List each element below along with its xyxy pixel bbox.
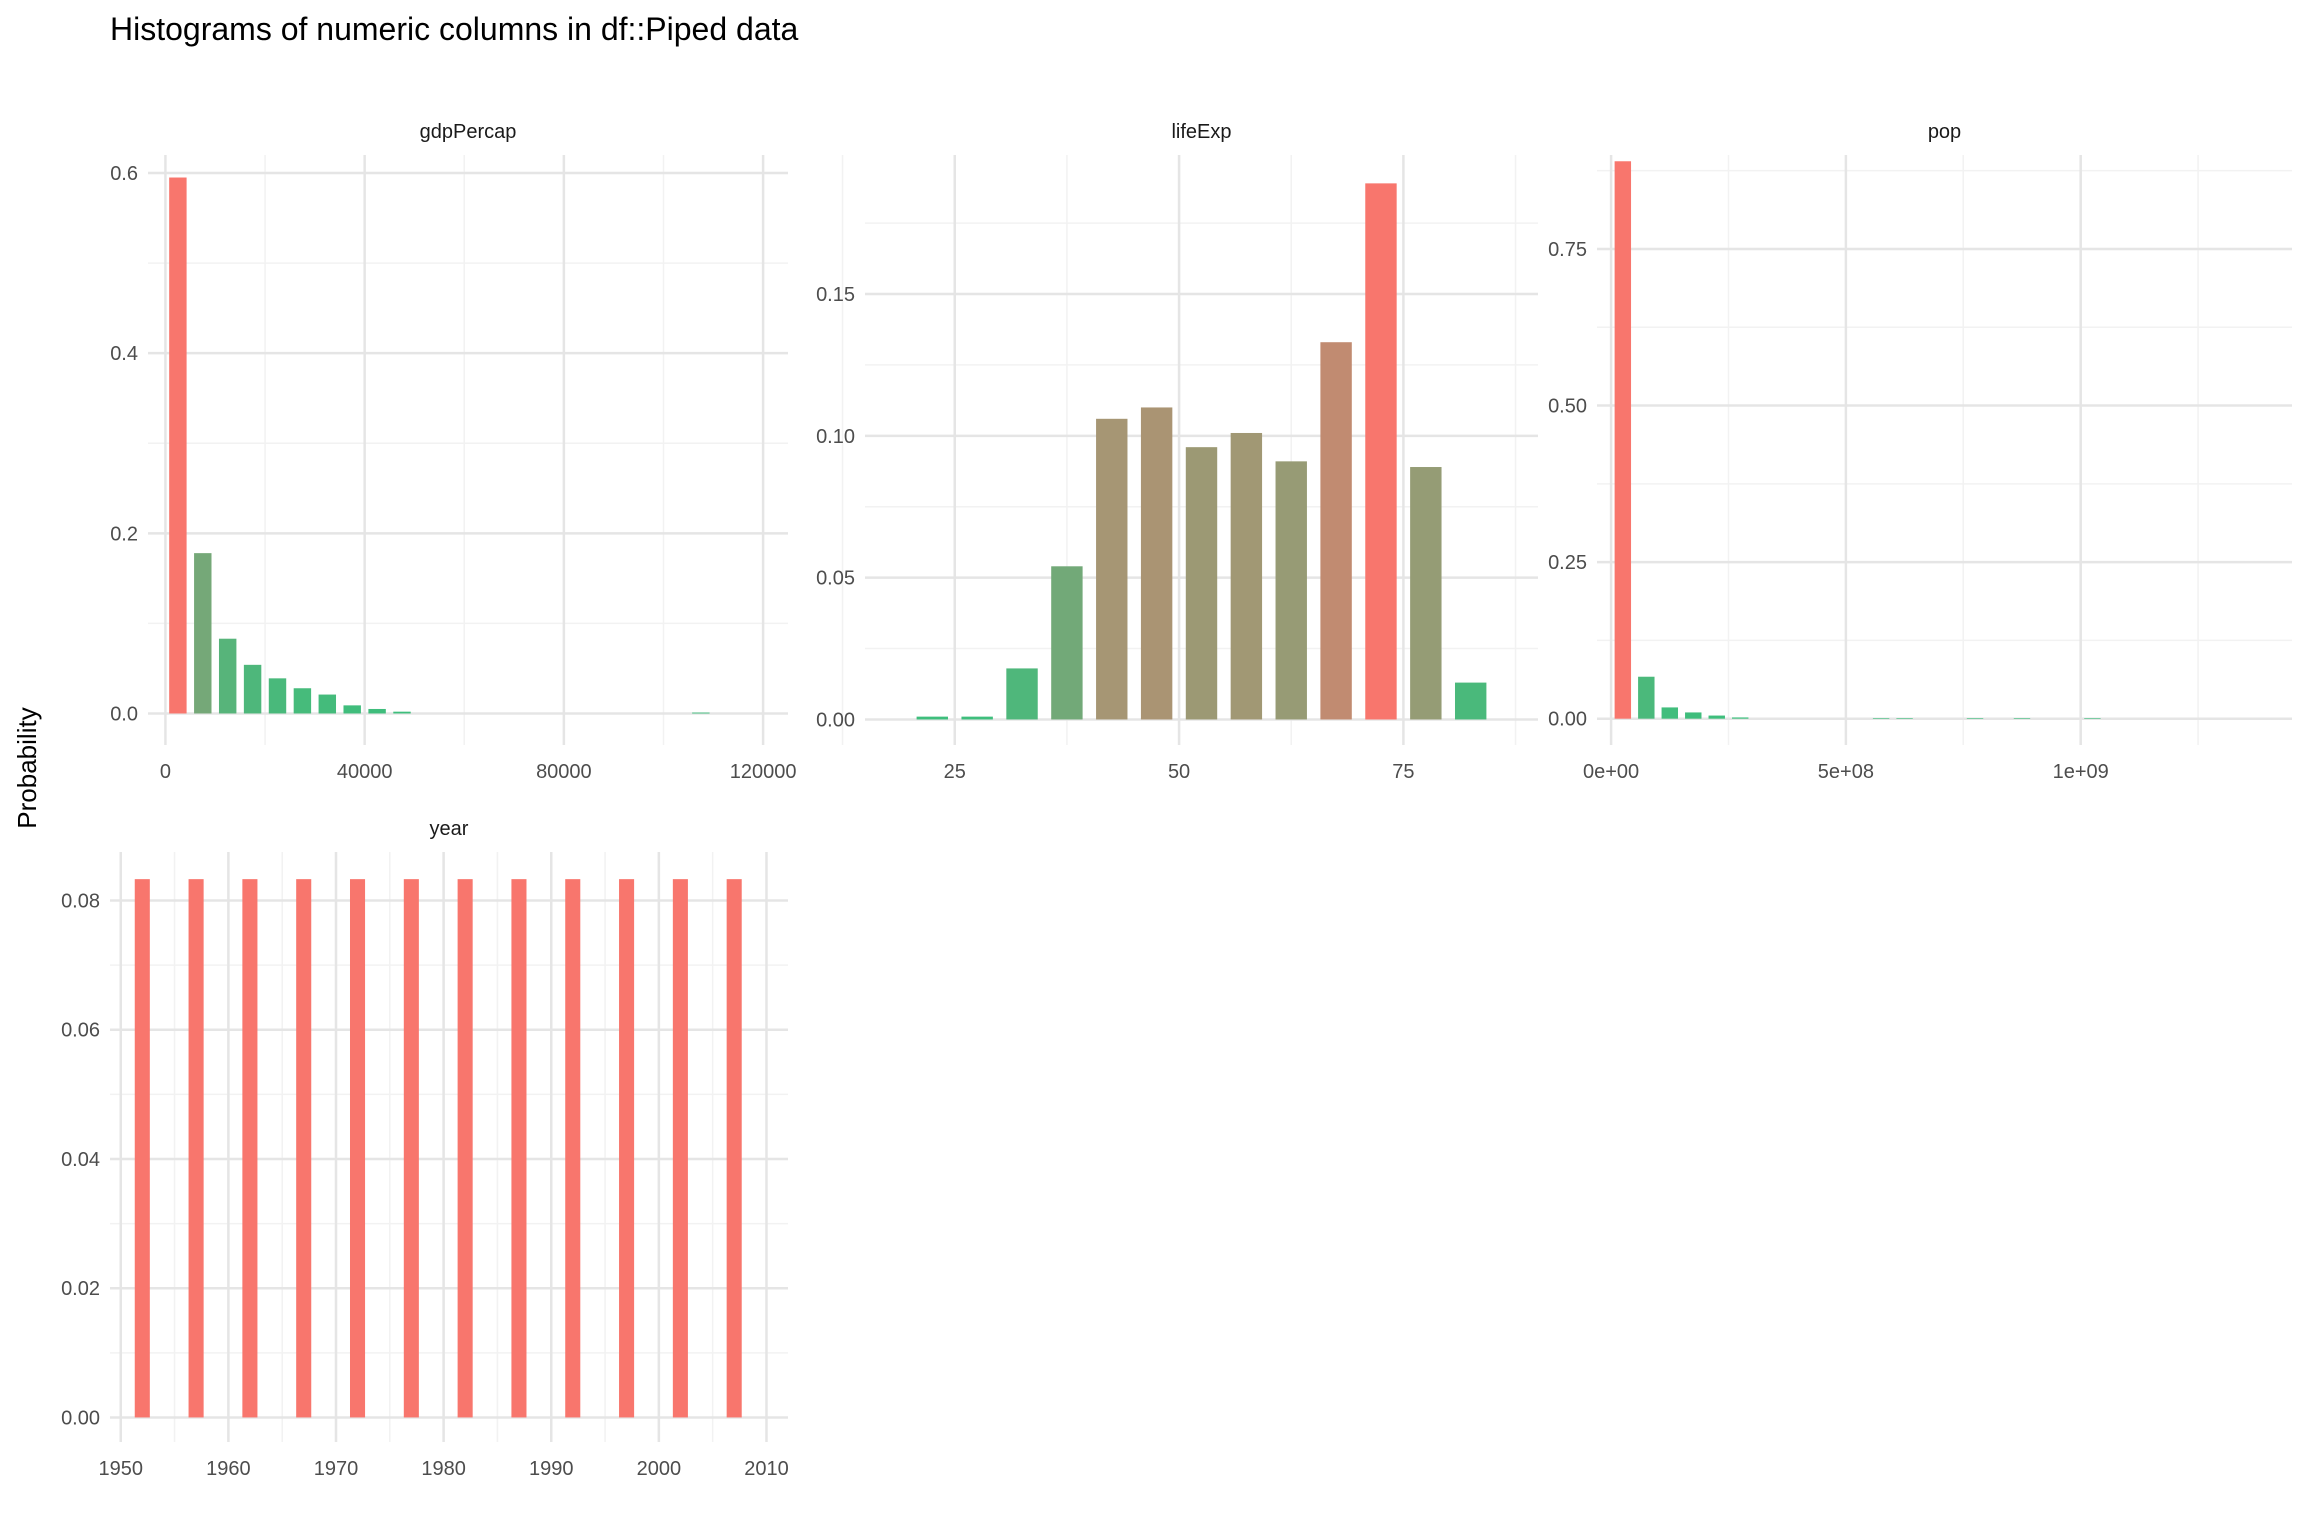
y-tick-label: 0.05: [816, 568, 855, 590]
bar: [1230, 432, 1263, 720]
bar: [403, 879, 419, 1418]
bar: [1185, 447, 1218, 720]
bar: [169, 177, 187, 714]
y-axis-label: Probability: [12, 707, 42, 828]
bar: [1685, 712, 1702, 719]
y-tick-label: 0.4: [110, 343, 138, 365]
bar: [243, 664, 262, 714]
panel-year: year 0.00 0.02 0.04 0.06 0.08 1950 1960 1970 1980…: [61, 818, 789, 1480]
bar: [1614, 161, 1632, 719]
x-tick-label: 50: [1168, 761, 1190, 783]
panel-lifeExp: lifeExp 0.00 0.05 0.10 0.15 25 50 75: [816, 121, 1538, 783]
bar: [318, 694, 337, 714]
panel-gdpPercap: gdpPercap 0.0 0.2 0.4 0.6 0 40000 80000 120000: [110, 121, 796, 783]
x-tick-label: 1960: [206, 1458, 251, 1480]
bar: [961, 716, 993, 720]
bar: [2084, 718, 2101, 719]
bar: [1454, 682, 1487, 720]
x-tick-label: 75: [1392, 761, 1414, 783]
bar: [1320, 342, 1352, 720]
y-tick-label: 0.15: [816, 284, 855, 306]
bar: [511, 879, 527, 1418]
y-tick-label: 0.06: [61, 1020, 100, 1042]
y-tick-label: 0.50: [1548, 396, 1587, 418]
bar: [268, 678, 287, 714]
panel-title: lifeExp: [1171, 121, 1231, 143]
bars: [916, 183, 1487, 720]
bar: [1661, 707, 1679, 719]
bar: [1006, 668, 1038, 720]
x-tick-label: 0e+00: [1583, 761, 1639, 783]
x-tick-label: 1e+09: [2053, 761, 2109, 783]
bar: [1365, 183, 1397, 720]
x-tick-label: 5e+08: [1818, 761, 1874, 783]
bar: [368, 708, 386, 714]
gridlines: [1597, 155, 2292, 745]
bar: [393, 711, 411, 714]
bar: [293, 688, 312, 714]
x-tick-label: 2000: [637, 1458, 682, 1480]
bar: [2013, 718, 2031, 719]
x-tick-label: 120000: [730, 761, 797, 783]
y-tick-label: 0.25: [1548, 552, 1587, 574]
y-tick-label: 0.08: [61, 890, 100, 912]
y-tick-label: 0.0: [110, 703, 138, 725]
y-tick-label: 0.2: [110, 523, 138, 545]
bar: [349, 879, 366, 1418]
bar: [1896, 718, 1913, 719]
x-tick-label: 0: [160, 761, 171, 783]
bars: [134, 879, 742, 1418]
x-tick-label: 1980: [421, 1458, 466, 1480]
bar: [916, 716, 949, 720]
panel-title: gdpPercap: [420, 121, 517, 143]
facet-panels: gdpPercap 0.0 0.2 0.4 0.6 0 40000 80000 120000 li…: [61, 121, 2292, 1480]
bar: [194, 553, 212, 714]
bar: [1638, 676, 1655, 719]
bar: [1096, 418, 1128, 720]
bar: [1140, 407, 1173, 720]
x-tick-label: 40000: [337, 761, 393, 783]
bar: [1275, 461, 1307, 720]
bar: [619, 879, 635, 1418]
x-tick-label: 1950: [99, 1458, 144, 1480]
bar: [726, 879, 742, 1418]
y-tick-label: 0.75: [1548, 239, 1587, 261]
x-tick-label: 80000: [536, 761, 592, 783]
bar: [218, 638, 237, 714]
bar: [565, 879, 581, 1418]
panel-title: year: [430, 818, 469, 840]
y-tick-label: 0.04: [61, 1149, 100, 1171]
y-tick-label: 0.00: [816, 709, 855, 731]
bar: [1872, 718, 1890, 719]
bar: [134, 879, 150, 1418]
gridlines: [148, 155, 788, 745]
y-tick-label: 0.00: [1548, 709, 1587, 731]
panel-title: pop: [1928, 121, 1961, 143]
bar: [1708, 715, 1725, 719]
bar: [457, 879, 473, 1418]
bar: [1966, 718, 1984, 719]
bar: [188, 879, 204, 1418]
bar: [672, 879, 688, 1418]
bar: [242, 879, 258, 1418]
y-tick-label: 0.10: [816, 426, 855, 448]
bar: [296, 879, 312, 1418]
bar: [1051, 566, 1083, 720]
panel-pop: pop 0.00 0.25 0.50 0.75 0e+00 5e+08 1e+09: [1548, 121, 2292, 783]
y-tick-label: 0.6: [110, 163, 138, 185]
bar: [343, 705, 361, 714]
x-tick-label: 1990: [529, 1458, 574, 1480]
bar: [1732, 717, 1749, 719]
x-tick-label: 2010: [744, 1458, 789, 1480]
y-tick-label: 0.02: [61, 1278, 100, 1300]
chart-title: Histograms of numeric columns in df::Pip…: [110, 11, 799, 47]
y-tick-label: 0.00: [61, 1407, 100, 1429]
bars: [1614, 161, 2101, 719]
bar: [1410, 467, 1442, 720]
x-tick-label: 1970: [314, 1458, 359, 1480]
x-tick-label: 25: [944, 761, 966, 783]
bar: [692, 712, 710, 714]
bars: [169, 177, 710, 714]
